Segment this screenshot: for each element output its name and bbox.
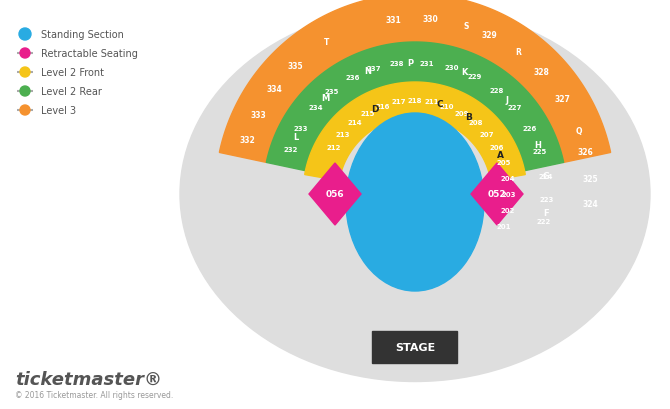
Text: Standing Section: Standing Section (41, 30, 124, 40)
Text: 331: 331 (386, 16, 401, 25)
Text: B: B (466, 113, 472, 122)
Text: P: P (407, 58, 413, 67)
Circle shape (19, 29, 31, 41)
Text: F: F (543, 208, 549, 217)
Text: 335: 335 (287, 62, 303, 71)
Text: 205: 205 (496, 160, 511, 166)
Ellipse shape (346, 114, 484, 291)
Text: A: A (496, 151, 504, 160)
Text: 201: 201 (496, 224, 511, 229)
Text: 226: 226 (522, 126, 537, 132)
Text: 326: 326 (578, 148, 594, 157)
Text: 224: 224 (539, 173, 553, 179)
Text: 237: 237 (367, 66, 381, 72)
Text: 333: 333 (251, 110, 266, 119)
Text: 056: 056 (326, 190, 344, 199)
Text: 225: 225 (533, 148, 547, 155)
Text: K: K (461, 68, 468, 77)
Text: 325: 325 (582, 175, 598, 184)
Polygon shape (471, 164, 523, 225)
Text: STAGE: STAGE (395, 342, 435, 352)
Text: N: N (364, 67, 371, 76)
Text: Level 2 Rear: Level 2 Rear (41, 87, 102, 97)
Text: 214: 214 (347, 120, 362, 126)
Text: 235: 235 (325, 89, 339, 95)
Text: 052: 052 (488, 190, 507, 199)
Polygon shape (266, 43, 563, 171)
Text: 210: 210 (440, 103, 454, 109)
Text: 230: 230 (444, 65, 459, 71)
Text: ticketmaster®: ticketmaster® (15, 370, 162, 388)
Text: 208: 208 (468, 120, 482, 126)
Text: S: S (464, 22, 469, 31)
Text: 328: 328 (534, 68, 549, 77)
Text: 329: 329 (482, 31, 497, 40)
Circle shape (20, 68, 30, 78)
Text: 229: 229 (468, 74, 482, 80)
Text: 231: 231 (419, 61, 433, 66)
Circle shape (20, 106, 30, 116)
Text: D: D (372, 105, 379, 114)
Text: 215: 215 (361, 110, 375, 116)
Text: 206: 206 (489, 145, 504, 151)
Text: H: H (534, 141, 541, 150)
Text: Level 2 Front: Level 2 Front (41, 68, 104, 78)
Text: G: G (542, 172, 549, 181)
Text: 227: 227 (507, 105, 522, 111)
Text: L: L (293, 133, 299, 141)
Text: 218: 218 (408, 98, 422, 104)
Text: 332: 332 (240, 136, 255, 145)
Text: 238: 238 (389, 61, 404, 67)
Text: © 2016 Ticketmaster. All rights reserved.: © 2016 Ticketmaster. All rights reserved… (15, 391, 174, 400)
Text: 236: 236 (346, 75, 360, 81)
Circle shape (20, 87, 30, 97)
Text: Q: Q (576, 127, 582, 136)
Polygon shape (305, 83, 525, 181)
Text: R: R (515, 48, 521, 57)
Text: 234: 234 (308, 105, 323, 111)
Text: 209: 209 (455, 110, 469, 116)
Text: 334: 334 (267, 84, 282, 93)
Ellipse shape (180, 7, 650, 382)
Text: Retractable Seating: Retractable Seating (41, 49, 138, 59)
Text: 211: 211 (424, 99, 439, 105)
Text: 202: 202 (500, 208, 515, 214)
Polygon shape (309, 164, 361, 225)
Text: 327: 327 (555, 94, 571, 103)
Text: 204: 204 (500, 175, 515, 181)
Text: 324: 324 (583, 199, 598, 208)
Text: 222: 222 (537, 219, 551, 225)
Text: 330: 330 (423, 15, 438, 24)
Text: 233: 233 (293, 126, 308, 132)
Bar (373, 331, 458, 363)
Text: 203: 203 (502, 191, 517, 198)
Text: 223: 223 (540, 196, 554, 202)
Text: 228: 228 (489, 88, 503, 94)
Text: T: T (324, 38, 330, 47)
Polygon shape (219, 0, 610, 163)
Text: C: C (436, 99, 443, 108)
Text: 217: 217 (391, 99, 406, 105)
Circle shape (20, 49, 30, 59)
Text: 216: 216 (376, 103, 390, 109)
Text: M: M (321, 94, 329, 103)
Text: 212: 212 (326, 145, 341, 151)
Text: Level 3: Level 3 (41, 106, 76, 116)
Text: 232: 232 (284, 146, 298, 153)
Text: 207: 207 (480, 131, 494, 137)
Text: J: J (505, 95, 508, 104)
Text: 213: 213 (336, 131, 350, 137)
